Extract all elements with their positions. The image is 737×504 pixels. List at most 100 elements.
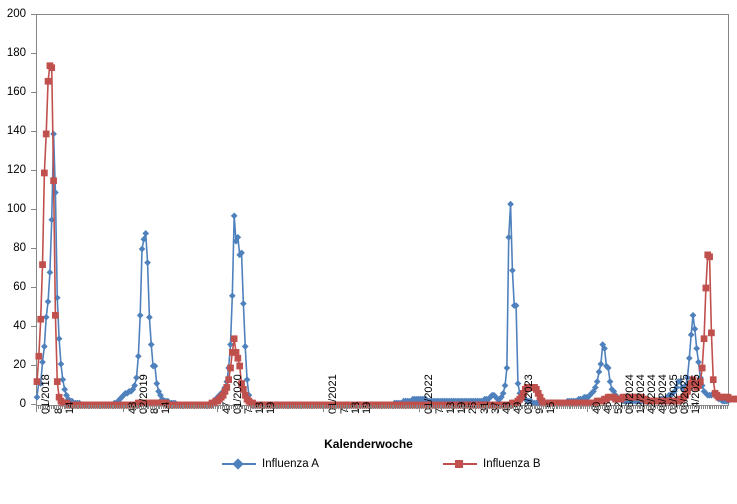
- data-point-marker: [234, 354, 242, 362]
- x-tick-mark: [378, 405, 380, 409]
- x-tick-mark: [539, 405, 541, 409]
- x-tick-mark: [500, 405, 502, 409]
- data-point-marker: [230, 335, 238, 343]
- x-tick-mark: [561, 405, 563, 409]
- x-tick-mark: [701, 405, 703, 409]
- y-tick-mark: [31, 365, 36, 366]
- x-tick-mark: [225, 405, 227, 409]
- x-tick-mark: [550, 405, 552, 409]
- x-tick-mark: [362, 405, 364, 409]
- chart-legend: Influenza A Influenza B: [0, 458, 737, 480]
- x-tick-mark: [411, 405, 413, 409]
- x-tick-mark: [109, 405, 111, 409]
- x-tick-mark: [579, 405, 581, 409]
- x-tick-mark: [553, 405, 555, 409]
- data-point-marker: [672, 383, 680, 391]
- data-point-marker: [243, 376, 251, 384]
- x-tick-mark: [426, 405, 428, 409]
- x-tick-mark: [58, 405, 60, 409]
- x-tick-mark: [330, 405, 332, 409]
- x-tick-mark: [633, 405, 635, 409]
- x-tick-mark: [275, 405, 277, 409]
- x-tick-mark: [214, 405, 216, 409]
- x-tick-mark: [264, 405, 266, 409]
- data-point-marker: [597, 360, 605, 368]
- data-point-marker: [512, 302, 520, 310]
- x-tick-mark: [575, 405, 577, 409]
- x-tick-mark: [196, 405, 198, 409]
- x-tick-mark: [537, 405, 539, 409]
- x-tick-mark: [695, 405, 697, 409]
- y-tick-label: 0: [19, 398, 26, 410]
- x-tick-mark: [277, 405, 279, 409]
- y-tick-label: 60: [13, 281, 26, 293]
- x-tick-mark: [120, 405, 122, 409]
- x-tick-mark: [67, 405, 69, 409]
- x-tick-mark: [238, 405, 240, 412]
- x-tick-mark: [717, 405, 719, 409]
- data-point-marker: [48, 64, 56, 71]
- x-tick-mark: [207, 405, 209, 409]
- data-point-marker: [239, 300, 247, 308]
- data-point-marker: [503, 364, 511, 372]
- x-tick-mark: [327, 405, 329, 409]
- x-tick-mark: [177, 405, 179, 409]
- data-point-marker: [153, 380, 161, 388]
- x-tick-mark: [166, 405, 168, 409]
- x-tick-mark: [168, 405, 170, 409]
- x-tick-mark: [157, 405, 159, 409]
- x-tick-mark: [656, 405, 658, 409]
- x-tick-mark: [126, 405, 128, 409]
- x-tick-mark: [183, 405, 185, 409]
- x-tick-mark: [518, 405, 520, 412]
- x-tick-mark: [306, 405, 308, 409]
- data-point-marker: [693, 344, 701, 352]
- x-tick-mark: [727, 405, 728, 409]
- x-tick-mark: [625, 405, 627, 409]
- x-tick-mark: [434, 405, 436, 409]
- x-tick-mark: [452, 405, 454, 412]
- y-tick-label: 40: [13, 320, 26, 332]
- x-tick-mark: [358, 405, 360, 409]
- x-tick-mark: [697, 405, 699, 409]
- y-tick-label: 180: [6, 47, 26, 59]
- x-tick-mark: [209, 405, 211, 409]
- x-tick-mark: [255, 405, 257, 409]
- x-tick-mark: [336, 405, 338, 409]
- y-tick-label: 120: [6, 164, 26, 176]
- x-tick-mark: [137, 405, 139, 409]
- data-point-marker: [142, 229, 150, 237]
- x-tick-mark: [723, 405, 725, 409]
- x-tick-mark: [529, 405, 531, 412]
- x-tick-mark: [69, 405, 71, 409]
- x-tick-mark: [598, 405, 599, 412]
- plot-area: [33, 14, 737, 409]
- x-tick-mark: [345, 405, 347, 412]
- data-point-marker: [702, 284, 710, 292]
- legend-label-influenza-b: Influenza B: [483, 458, 541, 470]
- x-tick-mark: [59, 405, 61, 412]
- data-point-marker: [591, 383, 599, 391]
- x-tick-mark: [616, 405, 618, 409]
- x-tick-mark: [104, 405, 106, 409]
- x-tick-mark: [257, 405, 259, 409]
- x-tick-mark: [141, 405, 143, 409]
- x-tick-mark: [93, 405, 95, 409]
- data-point-marker: [53, 378, 61, 385]
- x-tick-mark: [568, 405, 570, 409]
- x-tick-mark: [281, 405, 283, 409]
- x-tick-mark: [338, 405, 340, 409]
- x-tick-mark: [516, 405, 518, 409]
- x-tick-mark: [279, 405, 281, 409]
- x-tick-mark: [463, 405, 465, 412]
- data-point-marker: [706, 253, 713, 261]
- x-tick-mark: [644, 405, 646, 409]
- x-tick-mark: [688, 405, 690, 409]
- x-tick-mark: [559, 405, 561, 409]
- data-point-marker: [42, 130, 50, 138]
- x-tick-mark: [563, 405, 564, 409]
- x-tick-mark: [96, 405, 98, 409]
- x-tick-mark: [581, 405, 583, 409]
- x-tick-mark: [507, 405, 509, 412]
